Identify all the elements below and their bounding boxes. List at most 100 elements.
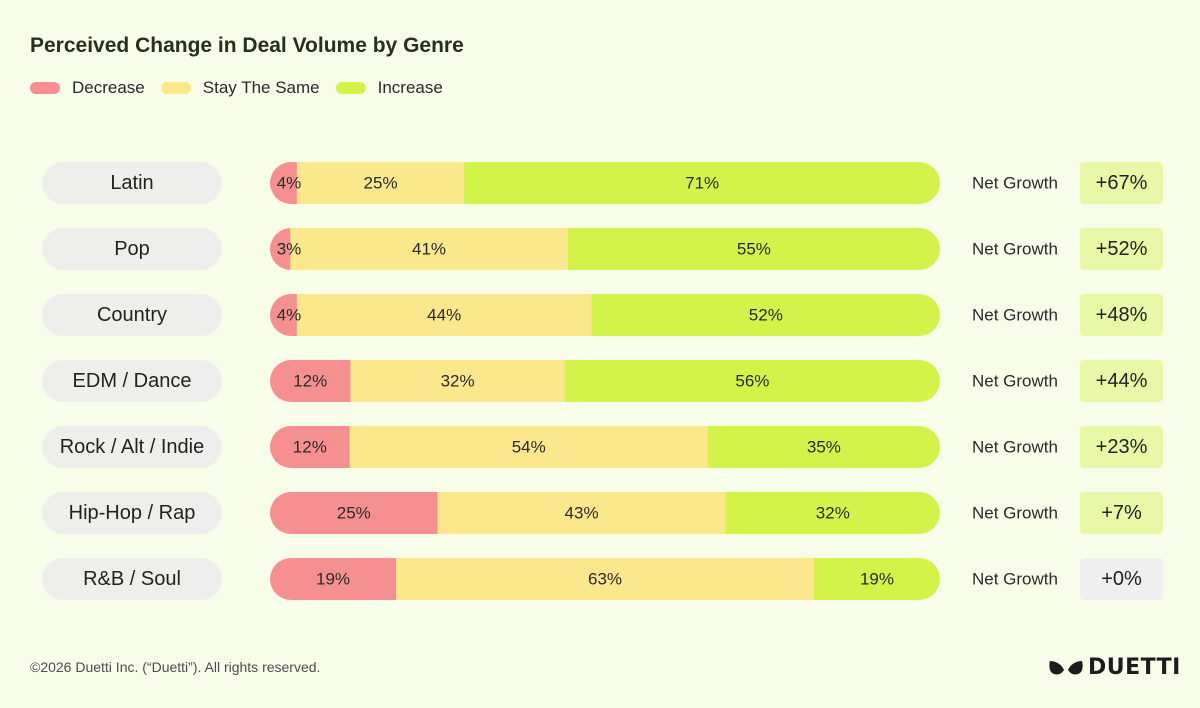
genre-pill bbox=[42, 426, 222, 468]
net-growth-label: Net Growth bbox=[972, 372, 1058, 391]
bar-segment-same bbox=[296, 162, 465, 204]
value-label-same: 54% bbox=[512, 438, 546, 457]
net-growth-label: Net Growth bbox=[972, 306, 1058, 325]
genre-label: Pop bbox=[114, 238, 150, 260]
value-label-same: 41% bbox=[412, 240, 446, 259]
genre-label: Hip-Hop / Rap bbox=[69, 502, 196, 524]
chart-row: EDM / Dance 12% 32% 56% Net Growth +44% bbox=[42, 360, 1163, 402]
bar-segment-increase bbox=[707, 426, 940, 468]
value-label-decrease: 19% bbox=[316, 570, 350, 589]
stacked-bar bbox=[270, 492, 940, 534]
chart-title: Perceived Change in Deal Volume by Genre bbox=[30, 34, 464, 57]
value-label-decrease: 4% bbox=[277, 306, 302, 325]
bar-segment-increase bbox=[567, 228, 940, 270]
chart-row: Rock / Alt / Indie 12% 54% 35% Net Growth +23… bbox=[42, 426, 1163, 468]
bar-segment-decrease bbox=[270, 228, 291, 270]
legend-swatch-increase bbox=[335, 82, 366, 94]
stacked-bar bbox=[270, 360, 940, 402]
net-growth-badge bbox=[1080, 360, 1163, 402]
net-growth-label: Net Growth bbox=[972, 504, 1058, 523]
genre-label: Country bbox=[97, 304, 167, 326]
bar-segment-increase bbox=[591, 294, 940, 336]
bar-segment-same bbox=[396, 558, 815, 600]
value-label-increase: 56% bbox=[735, 372, 769, 391]
stacked-bar bbox=[270, 426, 940, 468]
legend-label-increase: Increase bbox=[377, 78, 443, 97]
bar-segment-decrease bbox=[270, 492, 438, 534]
chart-row: Pop 3% 41% 55% Net Growth +52% bbox=[42, 228, 1163, 270]
value-label-decrease: 12% bbox=[293, 372, 327, 391]
legend-label-decrease: Decrease bbox=[72, 78, 145, 97]
genre-pill bbox=[42, 162, 222, 204]
chart-canvas: Latin 4% 25% 71% Net Growth +67% Pop 3% 41% 55% Ne… bbox=[42, 162, 1163, 600]
net-growth-badge bbox=[1080, 228, 1163, 270]
value-label-decrease: 4% bbox=[277, 174, 302, 193]
net-growth-badge bbox=[1080, 426, 1163, 468]
bar-segment-increase bbox=[813, 558, 940, 600]
legend-swatch-same bbox=[160, 82, 191, 94]
net-growth-value: +48% bbox=[1096, 304, 1148, 326]
bar-segment-same bbox=[349, 426, 709, 468]
chart-row: Hip-Hop / Rap 25% 43% 32% Net Growth +7% bbox=[42, 492, 1163, 534]
value-label-increase: 71% bbox=[685, 174, 719, 193]
value-label-increase: 52% bbox=[749, 306, 783, 325]
genre-label: R&B / Soul bbox=[83, 568, 181, 590]
value-label-same: 63% bbox=[588, 570, 622, 589]
value-label-increase: 55% bbox=[737, 240, 771, 259]
bar-segment-decrease bbox=[270, 360, 351, 402]
net-growth-label: Net Growth bbox=[972, 240, 1058, 259]
genre-pill bbox=[42, 492, 222, 534]
legend: Decrease Stay The Same Increase bbox=[30, 78, 459, 98]
bar-segment-increase bbox=[464, 162, 940, 204]
net-growth-badge bbox=[1080, 162, 1163, 204]
genre-label: EDM / Dance bbox=[73, 370, 192, 392]
brand-wordmark: DUETTI bbox=[1088, 655, 1181, 680]
legend-item-increase: Increase bbox=[335, 78, 443, 98]
net-growth-value: +0% bbox=[1101, 568, 1142, 590]
value-label-decrease: 12% bbox=[293, 438, 327, 457]
value-label-increase: 19% bbox=[860, 570, 894, 589]
copyright-text: ©2026 Duetti Inc. (“Duetti”). All rights… bbox=[30, 659, 321, 675]
bar-segment-decrease bbox=[270, 426, 351, 468]
stacked-bar bbox=[270, 228, 940, 270]
net-growth-badge bbox=[1080, 492, 1163, 534]
bar-segment-same bbox=[350, 360, 566, 402]
genre-pill bbox=[42, 294, 222, 336]
genre-pill bbox=[42, 228, 222, 270]
value-label-same: 43% bbox=[565, 504, 599, 523]
bar-segment-same bbox=[437, 492, 727, 534]
chart-row: R&B / Soul 19% 63% 19% Net Growth +0% bbox=[42, 558, 1163, 600]
legend-item-decrease: Decrease bbox=[30, 78, 145, 98]
value-label-decrease: 25% bbox=[337, 504, 371, 523]
net-growth-value: +67% bbox=[1096, 172, 1148, 194]
net-growth-value: +52% bbox=[1096, 238, 1148, 260]
bar-segment-increase bbox=[564, 360, 940, 402]
value-label-same: 25% bbox=[364, 174, 398, 193]
genre-pill bbox=[42, 360, 222, 402]
net-growth-label: Net Growth bbox=[972, 174, 1058, 193]
legend-label-same: Stay The Same bbox=[202, 78, 320, 97]
value-label-increase: 35% bbox=[807, 438, 841, 457]
net-growth-badge bbox=[1080, 558, 1163, 600]
net-growth-value: +7% bbox=[1101, 502, 1142, 524]
net-growth-value: +44% bbox=[1096, 370, 1148, 392]
stacked-bar bbox=[270, 558, 940, 600]
value-label-same: 44% bbox=[427, 306, 461, 325]
net-growth-label: Net Growth bbox=[972, 570, 1058, 589]
bar-segment-same bbox=[290, 228, 569, 270]
bar-segment-decrease bbox=[270, 558, 397, 600]
duetti-logo-icon bbox=[1049, 660, 1083, 674]
bar-segment-same bbox=[296, 294, 593, 336]
genre-label: Latin bbox=[110, 172, 153, 194]
value-label-decrease: 3% bbox=[277, 240, 302, 259]
stacked-bar bbox=[270, 294, 940, 336]
bar-segment-increase bbox=[725, 492, 940, 534]
value-label-increase: 32% bbox=[816, 504, 850, 523]
legend-swatch-decrease bbox=[30, 82, 60, 94]
brand-logo: DUETTI bbox=[1048, 655, 1181, 680]
net-growth-value: +23% bbox=[1096, 436, 1148, 458]
net-growth-badge bbox=[1080, 294, 1163, 336]
genre-label: Rock / Alt / Indie bbox=[60, 436, 205, 458]
genre-pill bbox=[42, 558, 222, 600]
chart-row: Country 4% 44% 52% Net Growth +48% bbox=[42, 294, 1163, 336]
